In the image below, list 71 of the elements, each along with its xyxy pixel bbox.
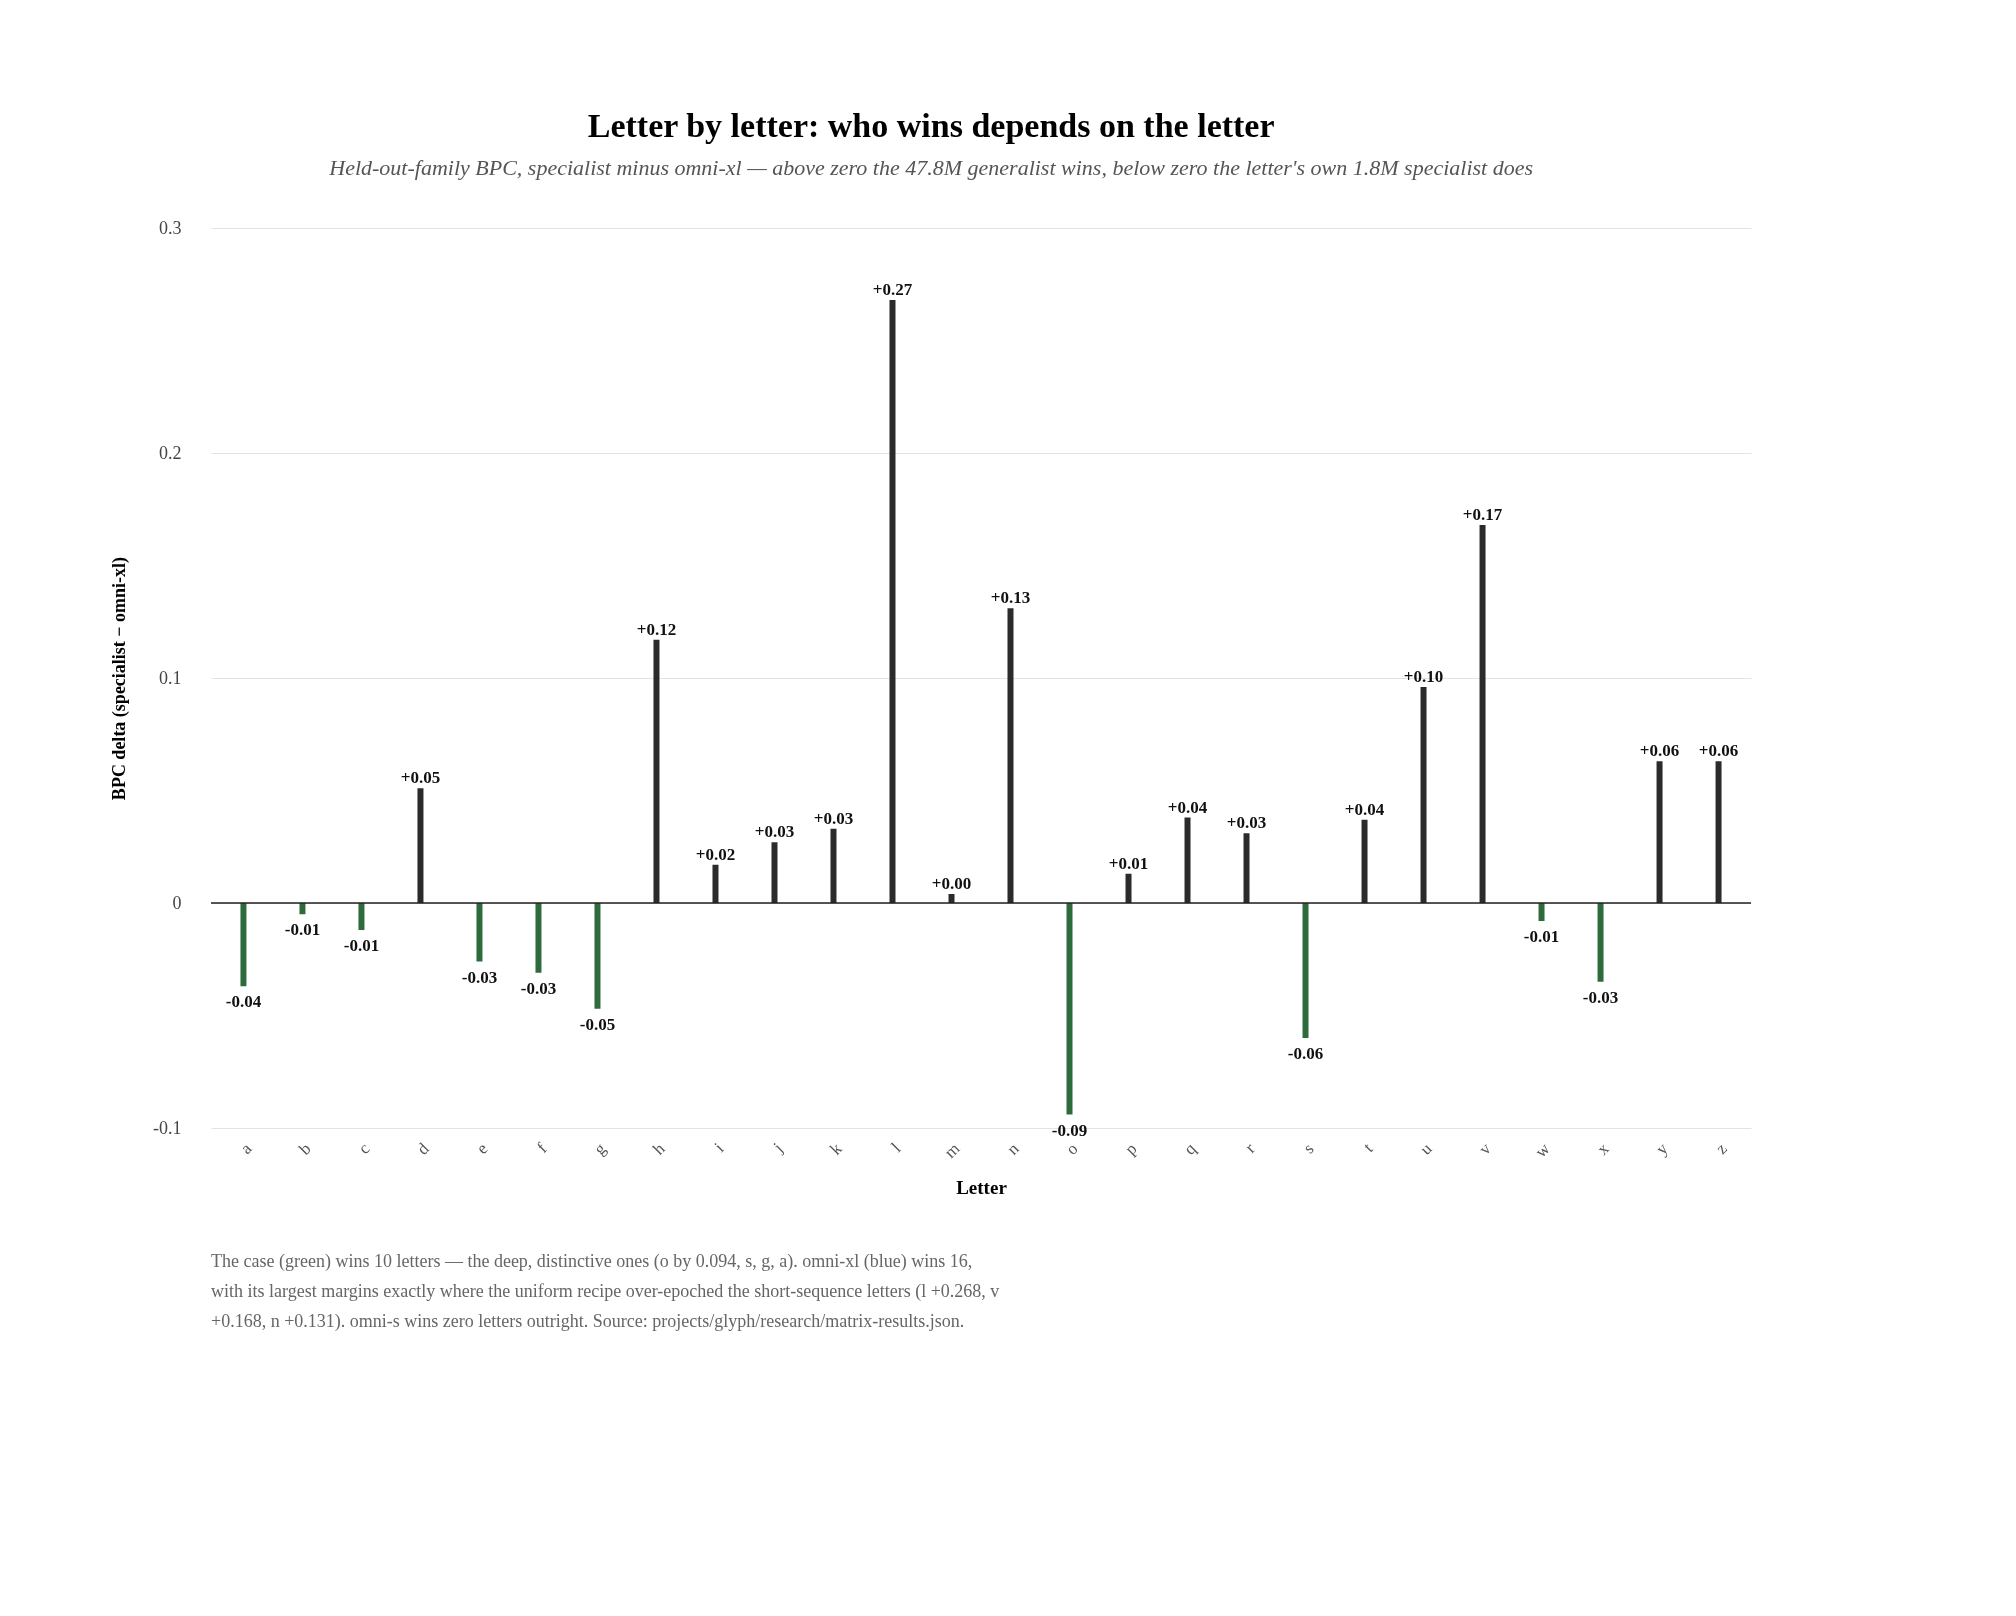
data-label: -0.01 bbox=[284, 920, 321, 940]
data-label: -0.06 bbox=[1287, 1044, 1324, 1063]
data-label: +0.06 bbox=[1639, 741, 1680, 761]
x-tick-label: e bbox=[472, 1139, 492, 1158]
x-tick-label: s bbox=[1299, 1139, 1318, 1158]
x-tick-label: g bbox=[590, 1138, 610, 1159]
x-axis-title: Letter bbox=[956, 1177, 1008, 1199]
data-label: +0.02 bbox=[695, 844, 736, 864]
data-label: +0.17 bbox=[1462, 505, 1503, 524]
x-tick-label: p bbox=[1121, 1139, 1141, 1159]
data-label: -0.09 bbox=[1051, 1120, 1088, 1140]
x-tick-label: f bbox=[533, 1138, 551, 1157]
x-tick-label: l bbox=[887, 1138, 905, 1156]
chart-subtitle: Held-out-family BPC, specialist minus omni-xl — above zero the 47.8M generalist wins, below zero the letter's own 1.8M specialist does bbox=[328, 155, 1534, 180]
bar bbox=[1302, 903, 1309, 1038]
bar bbox=[1538, 903, 1545, 921]
chart-title: Letter by letter: who wins depends on the letter bbox=[587, 107, 1275, 144]
x-tick-label: k bbox=[826, 1138, 846, 1159]
data-label: +0.13 bbox=[990, 588, 1031, 608]
x-tick-label: z bbox=[1711, 1138, 1731, 1158]
x-tick-label: n bbox=[1003, 1138, 1023, 1159]
x-tick-label: c bbox=[354, 1138, 374, 1158]
data-label: -0.04 bbox=[225, 992, 262, 1012]
bar bbox=[1597, 903, 1604, 982]
data-label: -0.03 bbox=[520, 978, 557, 998]
data-label: +0.04 bbox=[1167, 797, 1208, 817]
data-label: -0.03 bbox=[461, 967, 498, 987]
y-tick-label: 0.1 bbox=[159, 667, 182, 688]
bar bbox=[1066, 903, 1073, 1115]
x-tick-label: d bbox=[413, 1138, 433, 1159]
bar bbox=[240, 903, 247, 987]
data-label: +0.03 bbox=[754, 822, 795, 842]
y-tick-label: -0.1 bbox=[153, 1117, 182, 1138]
data-label: +0.03 bbox=[1226, 813, 1267, 833]
data-label: -0.01 bbox=[343, 936, 380, 955]
x-tick-label: t bbox=[1359, 1138, 1377, 1156]
x-tick-label: m bbox=[940, 1139, 964, 1162]
y-tick-label: 0 bbox=[172, 892, 182, 913]
data-label: +0.00 bbox=[931, 874, 972, 893]
x-tick-label: a bbox=[236, 1138, 256, 1158]
data-label: +0.06 bbox=[1698, 741, 1739, 761]
x-tick-label: b bbox=[295, 1139, 315, 1159]
data-label: +0.03 bbox=[813, 808, 854, 828]
bar bbox=[594, 903, 601, 1009]
y-tick-label: 0.3 bbox=[159, 217, 182, 238]
data-label: -0.05 bbox=[579, 1014, 616, 1034]
bar bbox=[476, 903, 483, 962]
x-tick-label: i bbox=[710, 1138, 728, 1156]
x-tick-label: x bbox=[1593, 1138, 1613, 1159]
data-label: +0.12 bbox=[636, 619, 677, 639]
x-tick-label: h bbox=[649, 1138, 669, 1159]
x-tick-label: v bbox=[1475, 1138, 1495, 1159]
x-tick-label: j bbox=[769, 1139, 787, 1157]
data-label: +0.01 bbox=[1108, 853, 1149, 873]
data-label: +0.27 bbox=[872, 280, 913, 299]
text: The case (green) wins 10 letters — the deep, distinctive ones (o by 0.094, s, g, a). omni-xl (blue) wins 16, with its largest margins exactly where the uniform recipe over-epoched the short-sequence letters (l +0.268, v +0.168, n +0.131). omni-s wins zero letters outright. Source: projects/glyph/research/matrix-results.json. bbox=[211, 1251, 1000, 1332]
x-tick-label: w bbox=[1531, 1138, 1555, 1162]
y-tick-label: 0.2 bbox=[159, 442, 182, 463]
data-label: -0.01 bbox=[1523, 927, 1560, 946]
x-tick-label: u bbox=[1416, 1138, 1436, 1159]
x-tick-label: o bbox=[1062, 1139, 1082, 1159]
data-label: +0.10 bbox=[1403, 667, 1444, 686]
bar bbox=[358, 903, 365, 930]
y-axis-title: BPC delta (specialist − omni-xl) bbox=[109, 556, 131, 801]
x-tick-label: y bbox=[1652, 1138, 1672, 1159]
x-tick-label: r bbox=[1241, 1138, 1259, 1157]
data-label: +0.05 bbox=[400, 768, 441, 788]
data-label: +0.04 bbox=[1344, 799, 1385, 819]
bar bbox=[535, 903, 542, 973]
x-tick-label: q bbox=[1180, 1138, 1200, 1159]
data-label: -0.03 bbox=[1582, 987, 1619, 1007]
